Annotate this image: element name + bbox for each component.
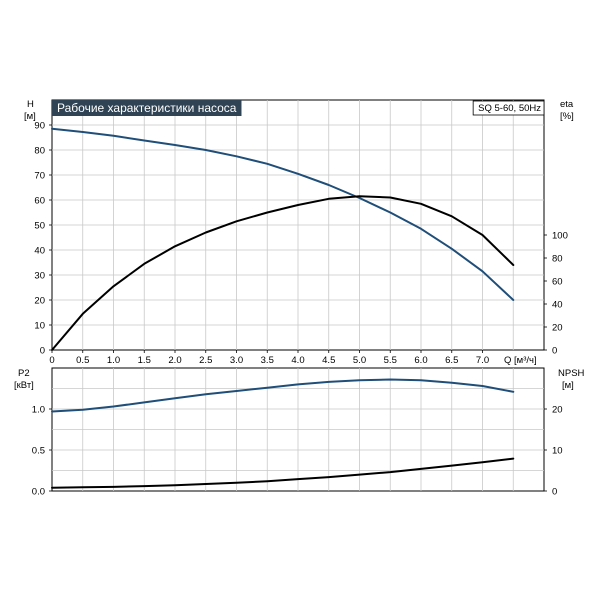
y-tick-label: 30 [34,271,45,282]
y-tick-label: 60 [34,196,45,207]
y-axis-label-power: P2 [18,368,30,379]
top-series-line-1 [51,195,515,351]
y-tick-label: 10 [34,321,45,332]
y-axis-unit-power: [кВт] [14,380,34,391]
x-tick-label: 0 [49,355,54,366]
title-background [52,100,242,116]
y2-axis-label-npsh: NPSH [558,368,585,379]
x-tick-label: 3.0 [230,355,243,366]
x-tick-label: 1.0 [107,355,120,366]
top-series [51,127,515,351]
x-tick-label: 4.0 [291,355,304,366]
x-tick-label: 6.5 [445,355,458,366]
model-box [472,100,545,116]
chart-title: Рабочие характеристики насоса [57,101,237,115]
top-grid [52,100,544,350]
y-tick-label: 0 [40,346,45,357]
y-tick-label: 80 [34,146,45,157]
top-series-line-0 [51,127,515,301]
y2-tick-label: 40 [552,300,563,311]
x-tick-label: 0.5 [76,355,89,366]
x-tick-label: 6.0 [414,355,427,366]
y2-tick-label: 100 [552,231,568,242]
x-tick-label: 5.0 [353,355,366,366]
y-axis-unit-head: [м] [24,111,36,122]
x-tick-label: 4.5 [322,355,335,366]
y2-tick-label: 20 [552,405,563,416]
x-tick-label: 7.0 [476,355,489,366]
y-tick-label: 1.0 [32,405,45,416]
y-tick-label: 70 [34,171,45,182]
x-tick-label: 3.5 [261,355,274,366]
y-tick-label: 50 [34,221,45,232]
x-axis-label-flow: Q [м³/ч] [504,355,537,366]
y2-axis-unit-eta: [%] [560,111,574,122]
y2-axis-unit-npsh: [м] [562,380,574,391]
y2-axis-label-eta: eta [560,99,574,110]
bottom-series [51,378,515,489]
y-axis-label-head: H [27,99,34,110]
bottom-series-line-1 [51,457,515,489]
x-tick-label: 1.5 [138,355,151,366]
y2-tick-label: 80 [552,254,563,265]
y-tick-label: 0.0 [32,487,45,498]
x-tick-label: 2.0 [168,355,181,366]
y-tick-label: 90 [34,121,45,132]
y2-tick-label: 10 [552,446,563,457]
bottom-series-line-0 [51,378,515,413]
y-tick-label: 20 [34,296,45,307]
x-tick-label: 2.5 [199,355,212,366]
x-tick-label: 5.5 [384,355,397,366]
bottom-tick-labels: 0.0 0.5 1.0 0 10 20 [32,405,563,498]
y2-tick-label: 0 [552,346,557,357]
y-tick-label: 40 [34,246,45,257]
pump-model-label: SQ 5-60, 50Hz [478,103,541,114]
top-tick-labels: 0 0.5 1.0 1.5 2.0 2.5 3.0 3.5 4.0 4.5 5.0 5.5 6.0 6.5… [34,121,567,367]
y2-tick-label: 60 [552,277,563,288]
y2-tick-label: 0 [552,487,557,498]
y-tick-label: 0.5 [32,446,45,457]
y2-tick-label: 20 [552,323,563,334]
bottom-grid [52,368,544,491]
